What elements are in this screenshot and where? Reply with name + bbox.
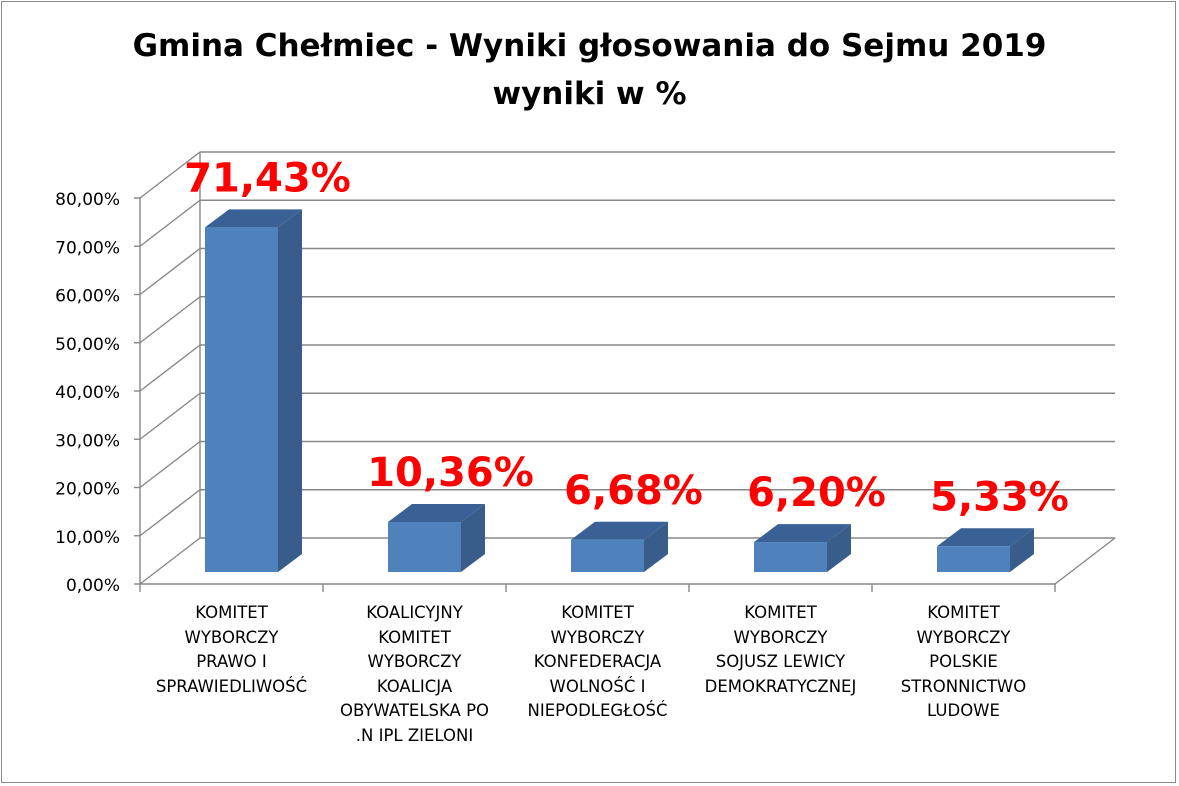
x-category-label-line: POLSKIE: [929, 652, 998, 671]
x-category-label: KOMITET WYBORCZY POLSKIE STRONNICTWO LUDOWE: [869, 601, 1059, 724]
y-tick-label: 60,00%: [55, 287, 120, 307]
bar-side: [644, 521, 668, 572]
bar-top: [754, 524, 851, 543]
x-category-label: KOALICYJNY KOMITET WYBORCZY KOALICJA OBYWATE…: [320, 601, 510, 748]
x-category-label-line: SOJUSZ LEWICY: [715, 652, 846, 671]
x-category-label-line: KOMITET: [378, 627, 451, 647]
x-category-label-line: LUDOWE: [927, 701, 1000, 720]
x-category-label-line: PRAWO I: [196, 652, 267, 671]
bar: [205, 227, 278, 572]
x-category-label-line: KOMITET: [195, 603, 268, 622]
y-tick-label: 0,00%: [66, 576, 120, 596]
x-category-label-line: DEMOKRATYCZNEJ: [704, 676, 857, 696]
y-tick-label: 30,00%: [55, 431, 120, 451]
x-category-label: KOMITET WYBORCZY KONFEDERACJA WOLNOŚĆ I NIEP…: [503, 601, 693, 724]
bar-side: [461, 504, 485, 572]
data-label: 6,20%: [747, 470, 886, 516]
wall-gridline-side: [139, 344, 201, 392]
wall-gridline-side: [139, 296, 201, 344]
x-category-label-line: KONFEDERACJA: [533, 652, 662, 671]
wall-gridline-side: [139, 151, 201, 199]
chart-title: Gmina Chełmiec - Wyniki głosowania do Se…: [132, 28, 1047, 64]
bar: [937, 546, 1010, 572]
chart-subtitle: wyniki w %: [492, 76, 687, 112]
wall-gridline-side: [139, 489, 201, 537]
x-category-label-line: KOMITET: [744, 603, 817, 622]
y-tick-label: 80,00%: [55, 190, 120, 210]
y-tick-label: 20,00%: [55, 480, 120, 500]
x-category-label-line: KOALICJA: [376, 676, 453, 696]
x-category-label: KOMITET WYBORCZY PRAWO I SPRAWIEDLIWOŚĆ: [137, 601, 327, 699]
floor-edge: [1054, 537, 1116, 585]
y-tick-label: 70,00%: [55, 238, 120, 258]
wall-gridline-side: [139, 392, 201, 440]
bar: [754, 542, 827, 572]
bar-top: [388, 504, 485, 523]
y-tick-label: 50,00%: [55, 335, 120, 355]
x-category-label-line: NIEPODLEGŁOŚĆ: [527, 701, 668, 720]
wall-gridline-side: [139, 440, 201, 489]
data-label: 10,36%: [367, 450, 534, 496]
wall-gridline-side: [139, 199, 201, 247]
x-category-label-line: STRONNICTWO: [900, 676, 1027, 696]
x-category-label: KOMITET WYBORCZY SOJUSZ LEWICY DEMOKRATYCZN…: [686, 601, 876, 699]
x-category-label-line: KOMITET: [561, 603, 634, 622]
x-category-label-line: WOLNOŚĆ I: [549, 676, 646, 696]
bar: [571, 539, 644, 572]
x-category-label-line: WYBORCZY: [916, 627, 1011, 647]
bar-side: [1010, 528, 1034, 572]
x-category-label-line: WYBORCZY: [733, 627, 828, 647]
data-label: 6,68%: [564, 468, 703, 514]
x-category-label-line: SPRAWIEDLIWOŚĆ: [155, 676, 308, 696]
x-category-label-line: .N IPL ZIELONI: [355, 725, 474, 745]
y-tick-label: 10,00%: [55, 528, 120, 548]
wall-gridline-side: [139, 537, 201, 585]
x-category-label-line: KOMITET: [927, 603, 1000, 622]
bar-top: [571, 521, 668, 540]
bar: [388, 522, 461, 572]
x-category-label-line: WYBORCZY: [550, 627, 645, 647]
wall-gridline-side: [139, 247, 201, 296]
x-category-label-line: WYBORCZY: [184, 627, 279, 647]
bar-top: [937, 528, 1034, 547]
x-category-label-line: WYBORCZY: [367, 652, 462, 671]
bar-side: [827, 524, 851, 572]
x-category-label-line: OBYWATELSKA PO: [339, 701, 490, 720]
y-tick-label: 40,00%: [55, 383, 120, 403]
x-category-label-line: KOALICYJNY: [366, 603, 463, 622]
data-label: 5,33%: [930, 474, 1069, 520]
bar-top: [205, 209, 302, 228]
chart-title-block: Gmina Chełmiec - Wyniki głosowania do Se…: [0, 22, 1179, 118]
data-label: 71,43%: [184, 155, 351, 201]
bar-side: [278, 209, 302, 572]
